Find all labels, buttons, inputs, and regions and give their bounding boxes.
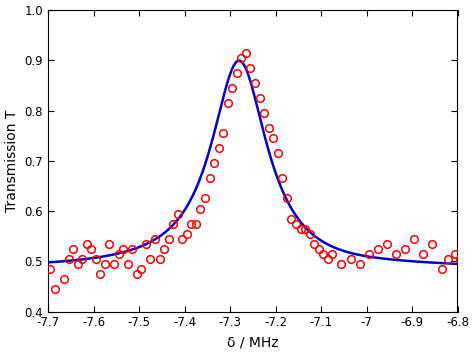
Y-axis label: Transmission T: Transmission T xyxy=(5,110,19,212)
X-axis label: δ / MHz: δ / MHz xyxy=(227,335,279,349)
